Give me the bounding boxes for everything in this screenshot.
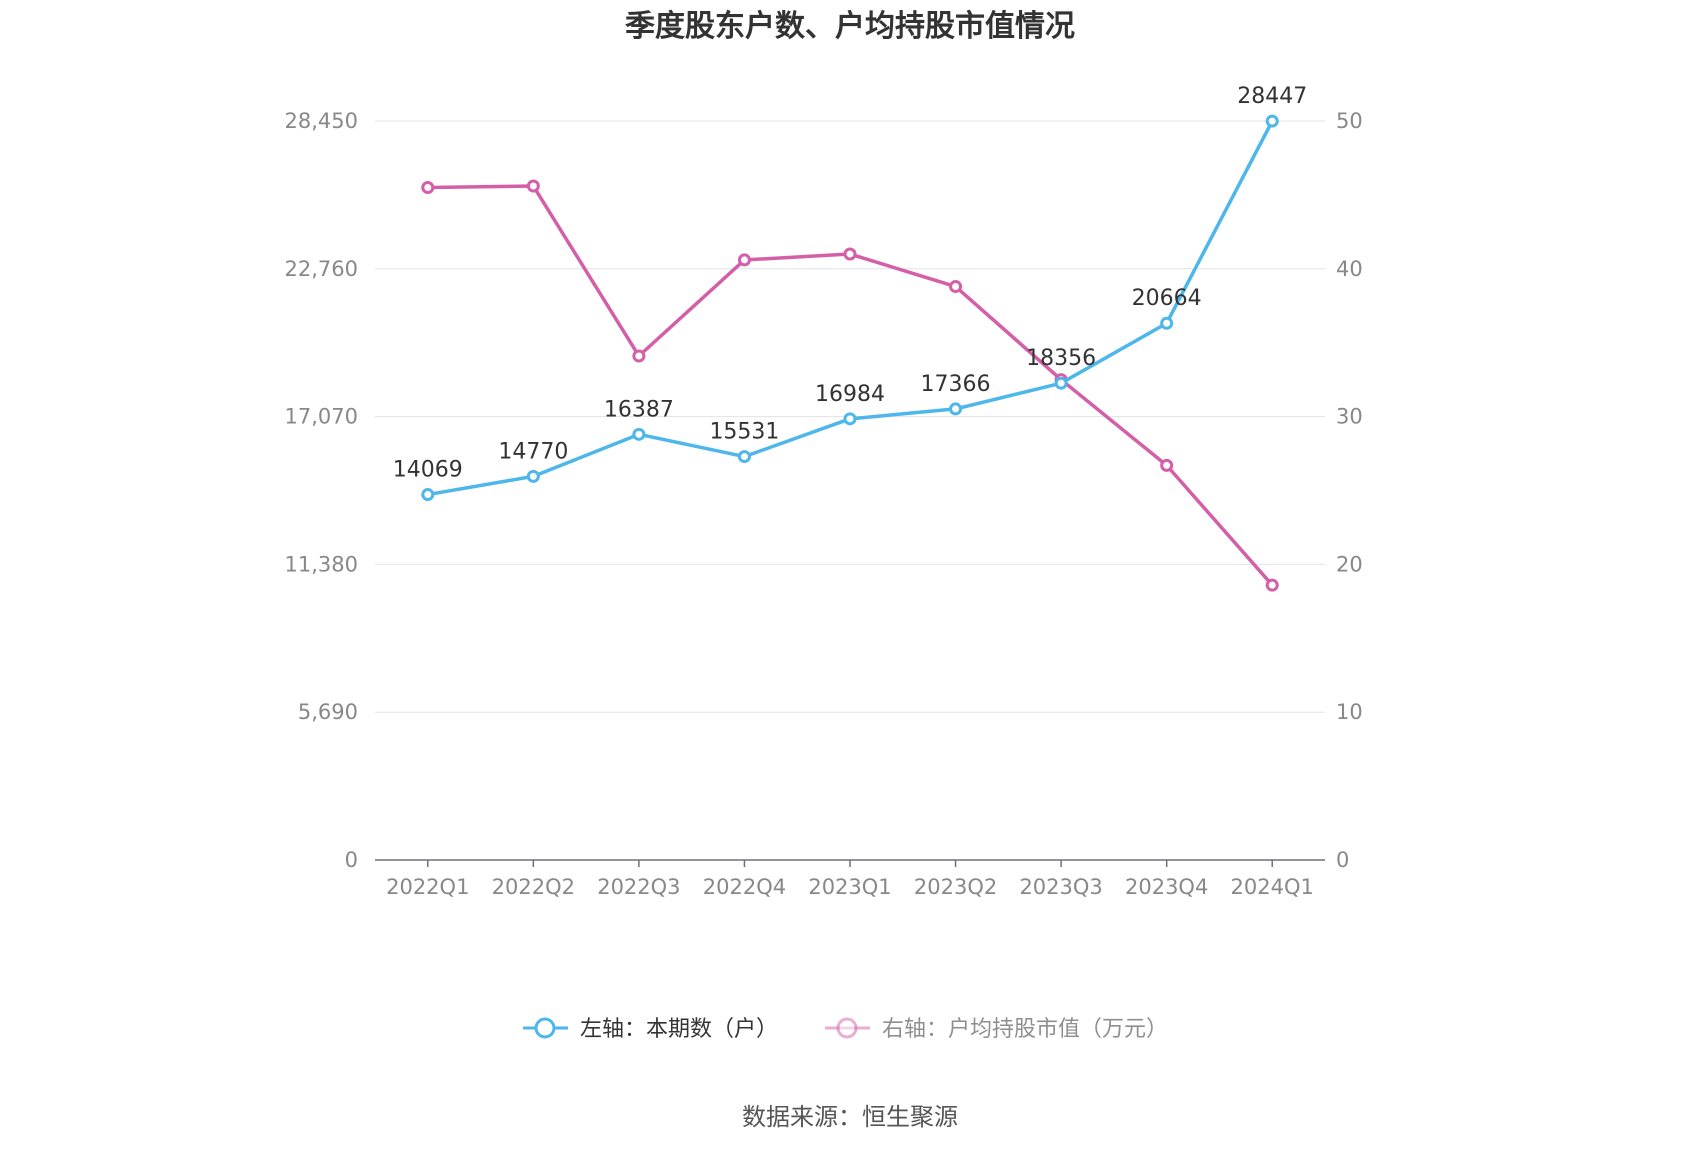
chart-title: 季度股东户数、户均持股市值情况: [625, 9, 1075, 44]
x-tick-label: 2024Q1: [1231, 875, 1314, 899]
data-point: [737, 450, 751, 464]
series-layer: 14069 14770 16387 15531 16984 17366 18356 20664…: [393, 84, 1307, 592]
data-label: 18356: [1026, 346, 1096, 371]
data-point: [526, 469, 540, 483]
left-tick-label: 11,380: [285, 552, 358, 576]
right-tick-label: 20: [1336, 552, 1363, 576]
data-point: [949, 402, 963, 416]
data-label: 14770: [498, 439, 568, 464]
data-label: 15531: [709, 420, 779, 445]
x-tick-label: 2023Q3: [1019, 875, 1102, 899]
data-point: [421, 488, 435, 502]
legend-circle-icon: [534, 1017, 556, 1039]
data-point: [526, 179, 540, 193]
data-label: 20664: [1132, 286, 1202, 311]
data-point: [843, 412, 857, 426]
legend-item-right-series[interactable]: 右轴：户均持股市值（万元）: [825, 1017, 1168, 1042]
legend-item-left-series[interactable]: 左轴：本期数（户）: [523, 1017, 778, 1042]
legend-label-right-series: 右轴：户均持股市值（万元）: [882, 1017, 1168, 1042]
data-label: 14069: [393, 458, 463, 483]
data-point: [632, 349, 646, 363]
x-tick-label: 2022Q2: [492, 875, 575, 899]
left-axis: 0 5,690 11,380 17,070 22,760 28,450: [285, 109, 358, 872]
right-tick-label: 0: [1336, 848, 1349, 872]
data-point: [1160, 458, 1174, 472]
x-tick-label: 2023Q2: [914, 875, 997, 899]
left-tick-label: 5,690: [298, 700, 358, 724]
x-axis: 2022Q1 2022Q2 2022Q3 2022Q4 2023Q1 2023Q2 2023…: [375, 859, 1325, 899]
right-tick-label: 40: [1336, 257, 1363, 281]
source-note: 数据来源：恒生聚源: [742, 1103, 958, 1131]
left-tick-label: 22,760: [285, 257, 358, 281]
data-point: [1265, 578, 1279, 592]
x-tick-label: 2023Q1: [808, 875, 891, 899]
data-point: [949, 280, 963, 294]
data-label: 16387: [604, 397, 674, 422]
left-tick-label: 28,450: [285, 109, 358, 133]
legend-circle-icon: [836, 1017, 858, 1039]
right-tick-label: 50: [1336, 109, 1363, 133]
data-label: 28447: [1237, 84, 1307, 109]
data-point: [421, 181, 435, 195]
x-tick-label: 2022Q1: [386, 875, 469, 899]
x-tick-label: 2022Q3: [597, 875, 680, 899]
data-point: [843, 247, 857, 261]
x-tick-label: 2023Q4: [1125, 875, 1208, 899]
data-label: 16984: [815, 382, 885, 407]
left-tick-label: 0: [345, 848, 358, 872]
right-tick-label: 30: [1336, 405, 1363, 429]
data-point: [632, 427, 646, 441]
data-point: [737, 253, 751, 267]
x-tick-label: 2022Q4: [703, 875, 786, 899]
data-label: 17366: [921, 372, 991, 397]
data-point: [1054, 376, 1068, 390]
left-tick-label: 17,070: [285, 405, 358, 429]
legend[interactable]: 左轴：本期数（户） 右轴：户均持股市值（万元）: [523, 1017, 1168, 1042]
legend-label-left-series: 左轴：本期数（户）: [580, 1017, 778, 1042]
data-point: [1160, 316, 1174, 330]
right-axis: 0 10 20 30 40 50: [1336, 109, 1363, 872]
data-point: [1265, 114, 1279, 128]
right-tick-label: 10: [1336, 700, 1363, 724]
